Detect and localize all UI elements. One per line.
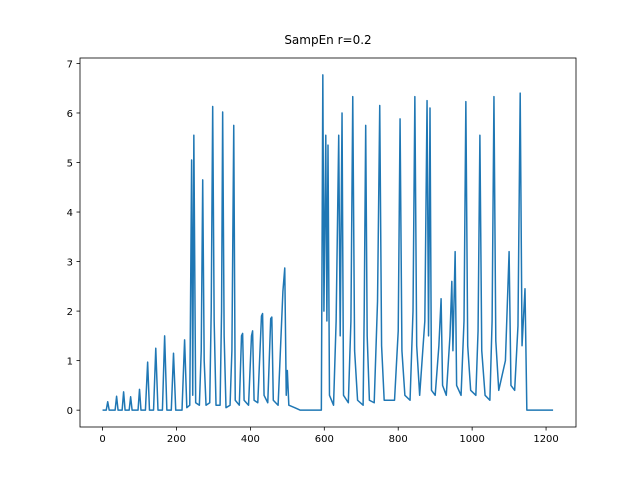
chart-title: SampEn r=0.2	[284, 33, 371, 47]
y-tick-label: 2	[67, 307, 73, 318]
x-tick-label: 600	[315, 434, 334, 445]
y-tick-label: 6	[67, 109, 73, 120]
x-tick-label: 1200	[533, 434, 558, 445]
y-tick-label: 4	[67, 208, 73, 219]
y-tick-label: 5	[67, 159, 73, 170]
data-line	[102, 74, 554, 411]
y-tick-label: 0	[67, 406, 73, 417]
x-tick-label: 400	[241, 434, 260, 445]
x-tick-label: 800	[389, 434, 408, 445]
axes-frame	[79, 57, 577, 428]
x-tick-label: 200	[167, 434, 186, 445]
x-tick-label: 1000	[459, 434, 484, 445]
y-tick-label: 3	[67, 258, 73, 269]
y-tick-label: 1	[67, 357, 73, 368]
y-tick-label: 7	[67, 59, 73, 70]
x-tick-label: 0	[99, 434, 105, 445]
